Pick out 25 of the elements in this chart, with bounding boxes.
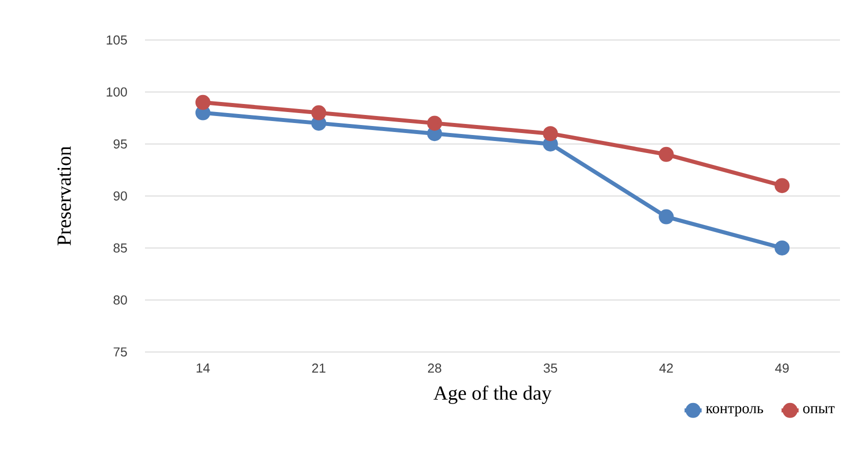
y-tick-label: 85	[114, 243, 127, 253]
x-tick-label: 42	[659, 364, 673, 373]
y-tick-label: 90	[114, 191, 127, 201]
x-axis-title: Age of the day	[434, 386, 552, 404]
point	[658, 209, 674, 224]
y-tick-label: 80	[114, 295, 127, 305]
x-tick-label: 28	[428, 364, 442, 373]
x-tick-label: 21	[312, 364, 326, 373]
point	[311, 105, 326, 120]
point	[658, 146, 674, 162]
point	[774, 240, 790, 256]
y-tick-label: 75	[114, 347, 127, 357]
y-tick-label: 105	[106, 35, 127, 45]
x-tick-label: 14	[196, 364, 210, 372]
y-tick-label: 95	[114, 139, 127, 149]
point	[427, 116, 442, 131]
point	[774, 178, 790, 194]
x-tick-label: 49	[775, 364, 789, 373]
point	[195, 94, 210, 110]
legend-label: контроль	[706, 406, 764, 416]
legend-label: опыт	[803, 406, 835, 414]
y-axis-title: Preservation	[57, 146, 71, 246]
y-tick-label: 100	[106, 87, 127, 97]
x-tick-label: 35	[544, 364, 558, 373]
point	[542, 126, 558, 142]
